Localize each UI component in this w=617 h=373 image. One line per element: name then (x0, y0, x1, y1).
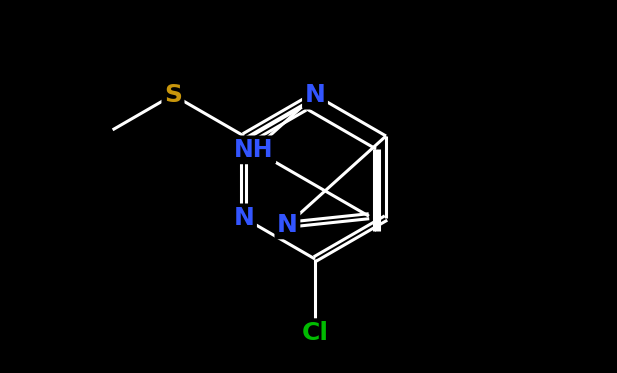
Text: S: S (164, 83, 182, 107)
Text: NH: NH (234, 138, 274, 162)
Text: N: N (277, 213, 298, 237)
Text: N: N (234, 206, 254, 230)
Text: N: N (305, 83, 325, 107)
Text: Cl: Cl (302, 321, 328, 345)
